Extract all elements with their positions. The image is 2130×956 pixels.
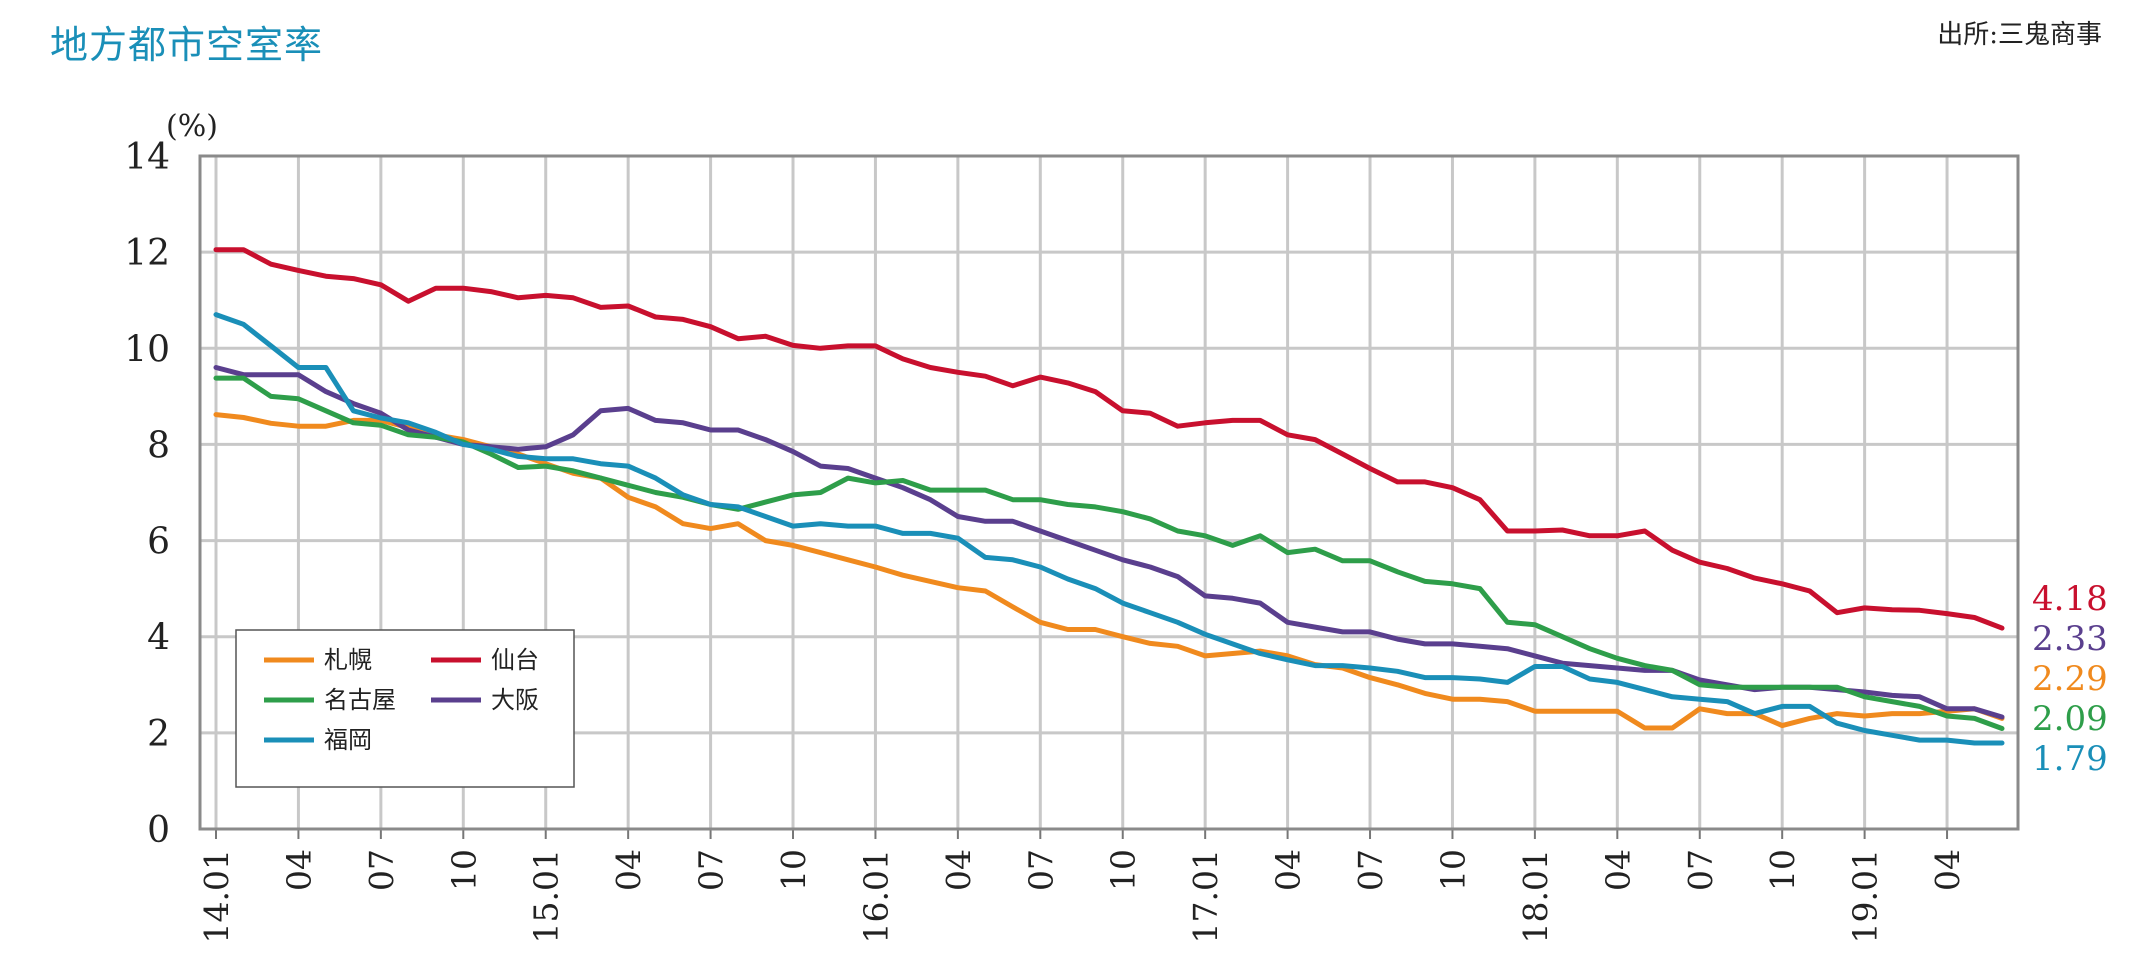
- x-tick-label: 04: [609, 849, 648, 891]
- legend-label: 仙台: [491, 646, 539, 674]
- y-tick-label: 4: [147, 618, 170, 659]
- end-value-label: 4.18: [2032, 579, 2108, 619]
- x-tick-label: 10: [1763, 849, 1802, 891]
- series-line-福岡: [213, 312, 2005, 746]
- x-tick-label: 10: [444, 849, 483, 891]
- legend-label: 札幌: [324, 646, 372, 674]
- y-tick-label: 6: [147, 522, 170, 563]
- legend-label: 名古屋: [324, 686, 396, 714]
- x-tick-label: 04: [279, 849, 318, 891]
- x-tick-label: 07: [1681, 849, 1720, 891]
- series-line-名古屋: [213, 375, 2005, 731]
- x-tick-label: 19.01: [1846, 849, 1885, 943]
- x-tick-label: 07: [1021, 849, 1060, 891]
- y-tick-label: 8: [147, 425, 170, 466]
- series-line-仙台: [213, 247, 2005, 631]
- y-axis-unit-label: (%): [166, 109, 218, 144]
- x-tick-label: 04: [1598, 849, 1637, 891]
- source-note: 出所:三鬼商事: [1937, 20, 2102, 50]
- series-line-大阪: [213, 365, 2005, 720]
- end-value-label: 2.29: [2032, 659, 2108, 699]
- page-title: 地方都市空室率: [50, 23, 324, 67]
- x-tick-label: 16.01: [856, 849, 895, 943]
- legend-label: 福岡: [324, 726, 372, 754]
- axes: 0 2 4 6 8 10 12 14 14.01 04 07 10 15.01 04 07 10 16.01 04…: [124, 137, 2020, 943]
- y-tick-label: 0: [147, 810, 170, 851]
- series-lines: [213, 247, 2005, 746]
- end-value-label: 2.33: [2032, 619, 2108, 659]
- y-tick-label: 2: [147, 714, 170, 755]
- x-tick-label: 07: [692, 849, 731, 891]
- x-tick-label: 10: [1104, 849, 1143, 891]
- x-tick-label: 15.01: [527, 849, 566, 943]
- end-value-label: 1.79: [2032, 739, 2108, 779]
- y-tick-label: 12: [124, 233, 170, 274]
- x-tick-label: 07: [362, 849, 401, 891]
- x-tick-label: 07: [1351, 849, 1390, 891]
- x-tick-label: 10: [1433, 849, 1472, 891]
- y-tick-label: 14: [124, 137, 170, 178]
- end-labels: 4.182.332.292.091.79: [2032, 579, 2108, 779]
- y-tick-label: 10: [124, 329, 170, 370]
- end-value-label: 2.09: [2032, 699, 2108, 739]
- legend-box: [235, 629, 575, 788]
- x-tick-label: 10: [774, 849, 813, 891]
- x-tick-label: 14.01: [197, 849, 236, 943]
- x-tick-label: 18.01: [1516, 849, 1555, 943]
- x-tick-label: 04: [1928, 849, 1967, 891]
- plot-frame: [198, 154, 2020, 831]
- x-tick-label: 17.01: [1186, 849, 1225, 943]
- x-tick-label: 04: [939, 849, 978, 891]
- legend-label: 大阪: [491, 686, 539, 714]
- x-tick-label: 04: [1269, 849, 1308, 891]
